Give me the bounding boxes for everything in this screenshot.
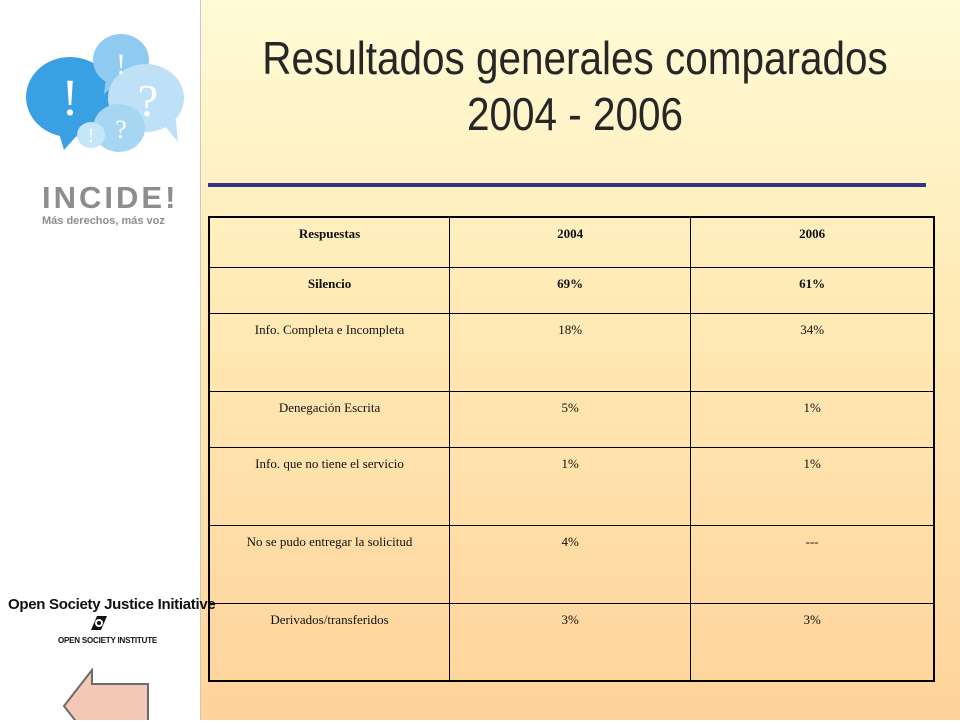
value-2006: 1% — [690, 446, 935, 526]
value-2004: 1% — [449, 446, 692, 526]
row-label: Info. Completa e Incompleta — [208, 312, 451, 392]
table-row: No se pudo entregar la solicitud 4% --- — [208, 524, 935, 604]
row-label: Derivados/transferidos — [208, 602, 451, 682]
table-row: Silencio 69% 61% — [208, 266, 935, 314]
table-row: Derivados/transferidos 3% 3% — [208, 602, 935, 682]
osji-subtitle: OPEN SOCIETY INSTITUTE — [58, 636, 158, 645]
table-row: Info. Completa e Incompleta 18% 34% — [208, 312, 935, 392]
osji-logo: Open Society Justice Initiative OPEN SOC… — [8, 596, 216, 645]
back-button[interactable] — [62, 667, 152, 725]
osji-title: Open Society Justice Initiative — [8, 596, 216, 613]
title-line-1: Resultados generales comparados — [262, 32, 888, 84]
title-underline — [208, 183, 926, 187]
left-arrow-icon — [62, 667, 149, 725]
results-table: Respuestas 2004 2006 Silencio 69% 61% In… — [208, 216, 935, 682]
page-title: Resultados generales comparados 2004 - 2… — [249, 30, 900, 142]
value-2006: --- — [690, 524, 935, 604]
value-2006: 3% — [690, 602, 935, 682]
bubble-mark: ? — [115, 115, 127, 144]
value-2004: 69% — [449, 266, 692, 314]
header-2006: 2006 — [690, 216, 935, 268]
header-2004: 2004 — [449, 216, 692, 268]
incide-wordmark: INCIDE! — [42, 180, 179, 215]
value-2004: 5% — [449, 390, 692, 448]
osi-emblem-icon — [91, 616, 107, 630]
value-2006: 34% — [690, 312, 935, 392]
bubble-mark: ! — [61, 70, 78, 127]
value-2004: 3% — [449, 602, 692, 682]
table-row: Info. que no tiene el servicio 1% 1% — [208, 446, 935, 526]
header-respuestas: Respuestas — [208, 216, 451, 268]
row-label: Denegación Escrita — [208, 390, 451, 448]
bubble-mark: ? — [138, 75, 158, 126]
incide-tagline: Más derechos, más voz — [42, 215, 165, 227]
incide-logo: ! ! ? ! ? INCIDE! Más derechos, más voz — [18, 20, 198, 227]
row-label: No se pudo entregar la solicitud — [208, 524, 451, 604]
speech-bubbles-icon: ! ! ? ! ? — [26, 34, 184, 152]
value-2006: 61% — [690, 266, 935, 314]
bubble-mark: ! — [116, 48, 126, 81]
panel-divider — [200, 0, 201, 720]
table-row: Denegación Escrita 5% 1% — [208, 390, 935, 448]
title-line-2: 2004 - 2006 — [466, 88, 684, 140]
value-2006: 1% — [690, 390, 935, 448]
row-label: Silencio — [208, 266, 451, 314]
bubble-mark: ! — [88, 125, 95, 147]
value-2004: 18% — [449, 312, 692, 392]
value-2004: 4% — [449, 524, 692, 604]
row-label: Info. que no tiene el servicio — [208, 446, 451, 526]
table-header-row: Respuestas 2004 2006 — [208, 216, 935, 268]
